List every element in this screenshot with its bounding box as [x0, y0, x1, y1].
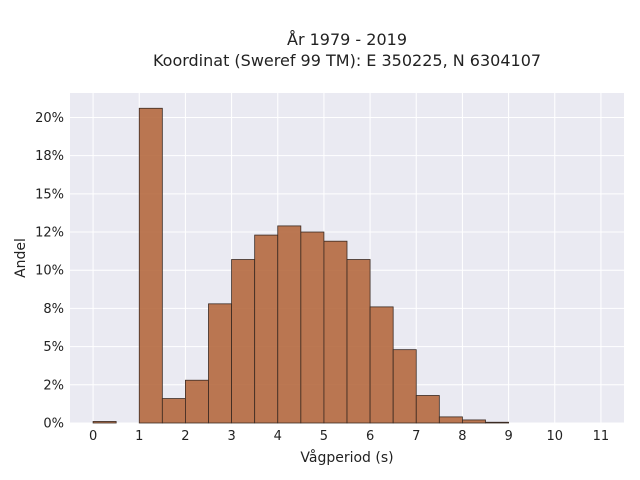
histogram-bar	[277, 225, 302, 424]
y-tick-label: 10%	[35, 264, 64, 279]
x-tick-label: 10	[546, 429, 563, 444]
x-tick-label: 5	[320, 429, 328, 444]
y-tick-label: 15%	[35, 187, 64, 202]
histogram-bar	[92, 421, 117, 424]
chart-title: År 1979 - 2019	[287, 30, 407, 49]
x-axis-label: Vågperiod (s)	[300, 449, 393, 466]
histogram-bar	[231, 259, 256, 424]
y-tick-labels: 0% 2% 5% 8% 10% 12% 15% 18% 20%	[35, 111, 64, 432]
x-tick-labels: 0 1 2 3 4 5 6 7 8 9 10 11	[89, 429, 609, 444]
x-tick-label: 0	[89, 429, 97, 444]
x-tick-label: 3	[227, 429, 235, 444]
histogram-bar	[161, 398, 186, 424]
histogram-bar	[438, 416, 463, 424]
y-axis-label: Andel	[13, 238, 29, 278]
x-tick-label: 2	[181, 429, 189, 444]
histogram-bar	[185, 379, 209, 424]
y-tick-label: 20%	[35, 111, 64, 126]
x-tick-label: 11	[593, 429, 610, 444]
x-tick-label: 1	[135, 429, 143, 444]
y-tick-label: 12%	[35, 226, 64, 241]
histogram-bar	[323, 240, 348, 424]
histogram-bar	[346, 259, 371, 424]
x-tick-label: 7	[412, 429, 420, 444]
y-tick-label: 2%	[43, 378, 64, 393]
x-tick-label: 8	[458, 429, 466, 444]
y-tick-label: 0%	[43, 417, 64, 432]
y-tick-label: 5%	[43, 340, 64, 355]
y-tick-label: 18%	[35, 149, 64, 164]
histogram-bar	[485, 421, 509, 424]
histogram-bar	[254, 234, 279, 424]
histogram-bar	[208, 303, 232, 424]
histogram-bar	[392, 349, 417, 424]
chart-subtitle: Koordinat (Sweref 99 TM): E 350225, N 63…	[153, 51, 541, 70]
x-tick-label: 6	[366, 429, 374, 444]
y-tick-label: 8%	[43, 302, 64, 317]
histogram-bar	[462, 419, 486, 424]
bars	[92, 107, 509, 424]
x-tick-label: 4	[274, 429, 282, 444]
histogram-bar	[415, 395, 440, 424]
histogram-bar	[138, 107, 163, 424]
histogram-bar	[300, 231, 325, 424]
x-tick-label: 9	[504, 429, 512, 444]
histogram-bar	[369, 306, 394, 424]
